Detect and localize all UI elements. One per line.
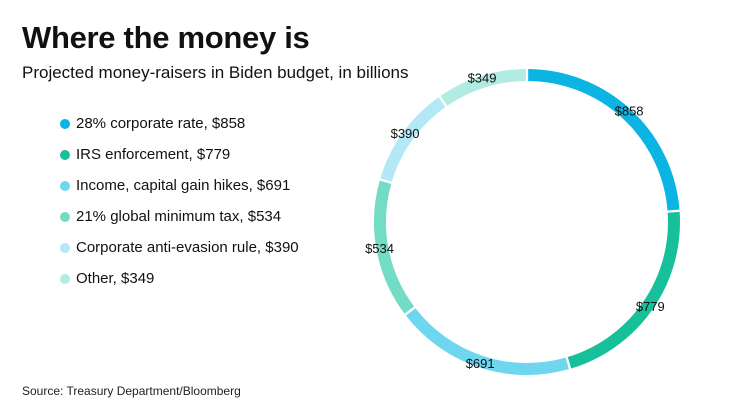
legend-swatch (60, 180, 70, 191)
donut-slice (440, 69, 527, 106)
slice-value-label: $779 (636, 299, 665, 314)
chart-subtitle: Projected money-raisers in Biden budget,… (22, 63, 409, 82)
donut-slice (405, 308, 569, 375)
legend-swatch (60, 242, 70, 253)
legend-swatch (60, 211, 70, 222)
donut-slice (567, 211, 680, 369)
slice-value-label: $390 (391, 126, 420, 141)
legend-label: 28% corporate rate, $858 (76, 115, 246, 132)
legend-label: Other, $349 (76, 270, 155, 287)
legend-label: IRS enforcement, $779 (76, 146, 231, 163)
legend-swatch (60, 149, 70, 160)
legend-swatch (60, 118, 70, 129)
slice-value-label: $349 (468, 70, 497, 85)
legend-label: Corporate anti-evasion rule, $390 (76, 239, 299, 256)
legend-item: Other, $349 (60, 263, 299, 294)
slice-value-label: $534 (365, 241, 394, 256)
legend-item: Corporate anti-evasion rule, $390 (60, 232, 299, 263)
legend-item: 28% corporate rate, $858 (60, 108, 299, 139)
legend-item: IRS enforcement, $779 (60, 139, 299, 170)
legend-label: 21% global minimum tax, $534 (76, 208, 282, 225)
chart-title: Where the money is (22, 20, 310, 55)
legend-label: Income, capital gain hikes, $691 (76, 177, 291, 194)
slice-value-label: $858 (615, 104, 644, 119)
legend-item: 21% global minimum tax, $534 (60, 201, 299, 232)
donut-slice (380, 97, 446, 182)
legend: 28% corporate rate, $858 IRS enforcement,… (60, 108, 299, 294)
legend-swatch (60, 273, 70, 284)
donut-slice (528, 69, 680, 211)
source-note: Source: Treasury Department/Bloomberg (22, 384, 241, 398)
donut-slice (374, 180, 415, 314)
legend-item: Income, capital gain hikes, $691 (60, 170, 299, 201)
slice-value-label: $691 (466, 356, 495, 371)
